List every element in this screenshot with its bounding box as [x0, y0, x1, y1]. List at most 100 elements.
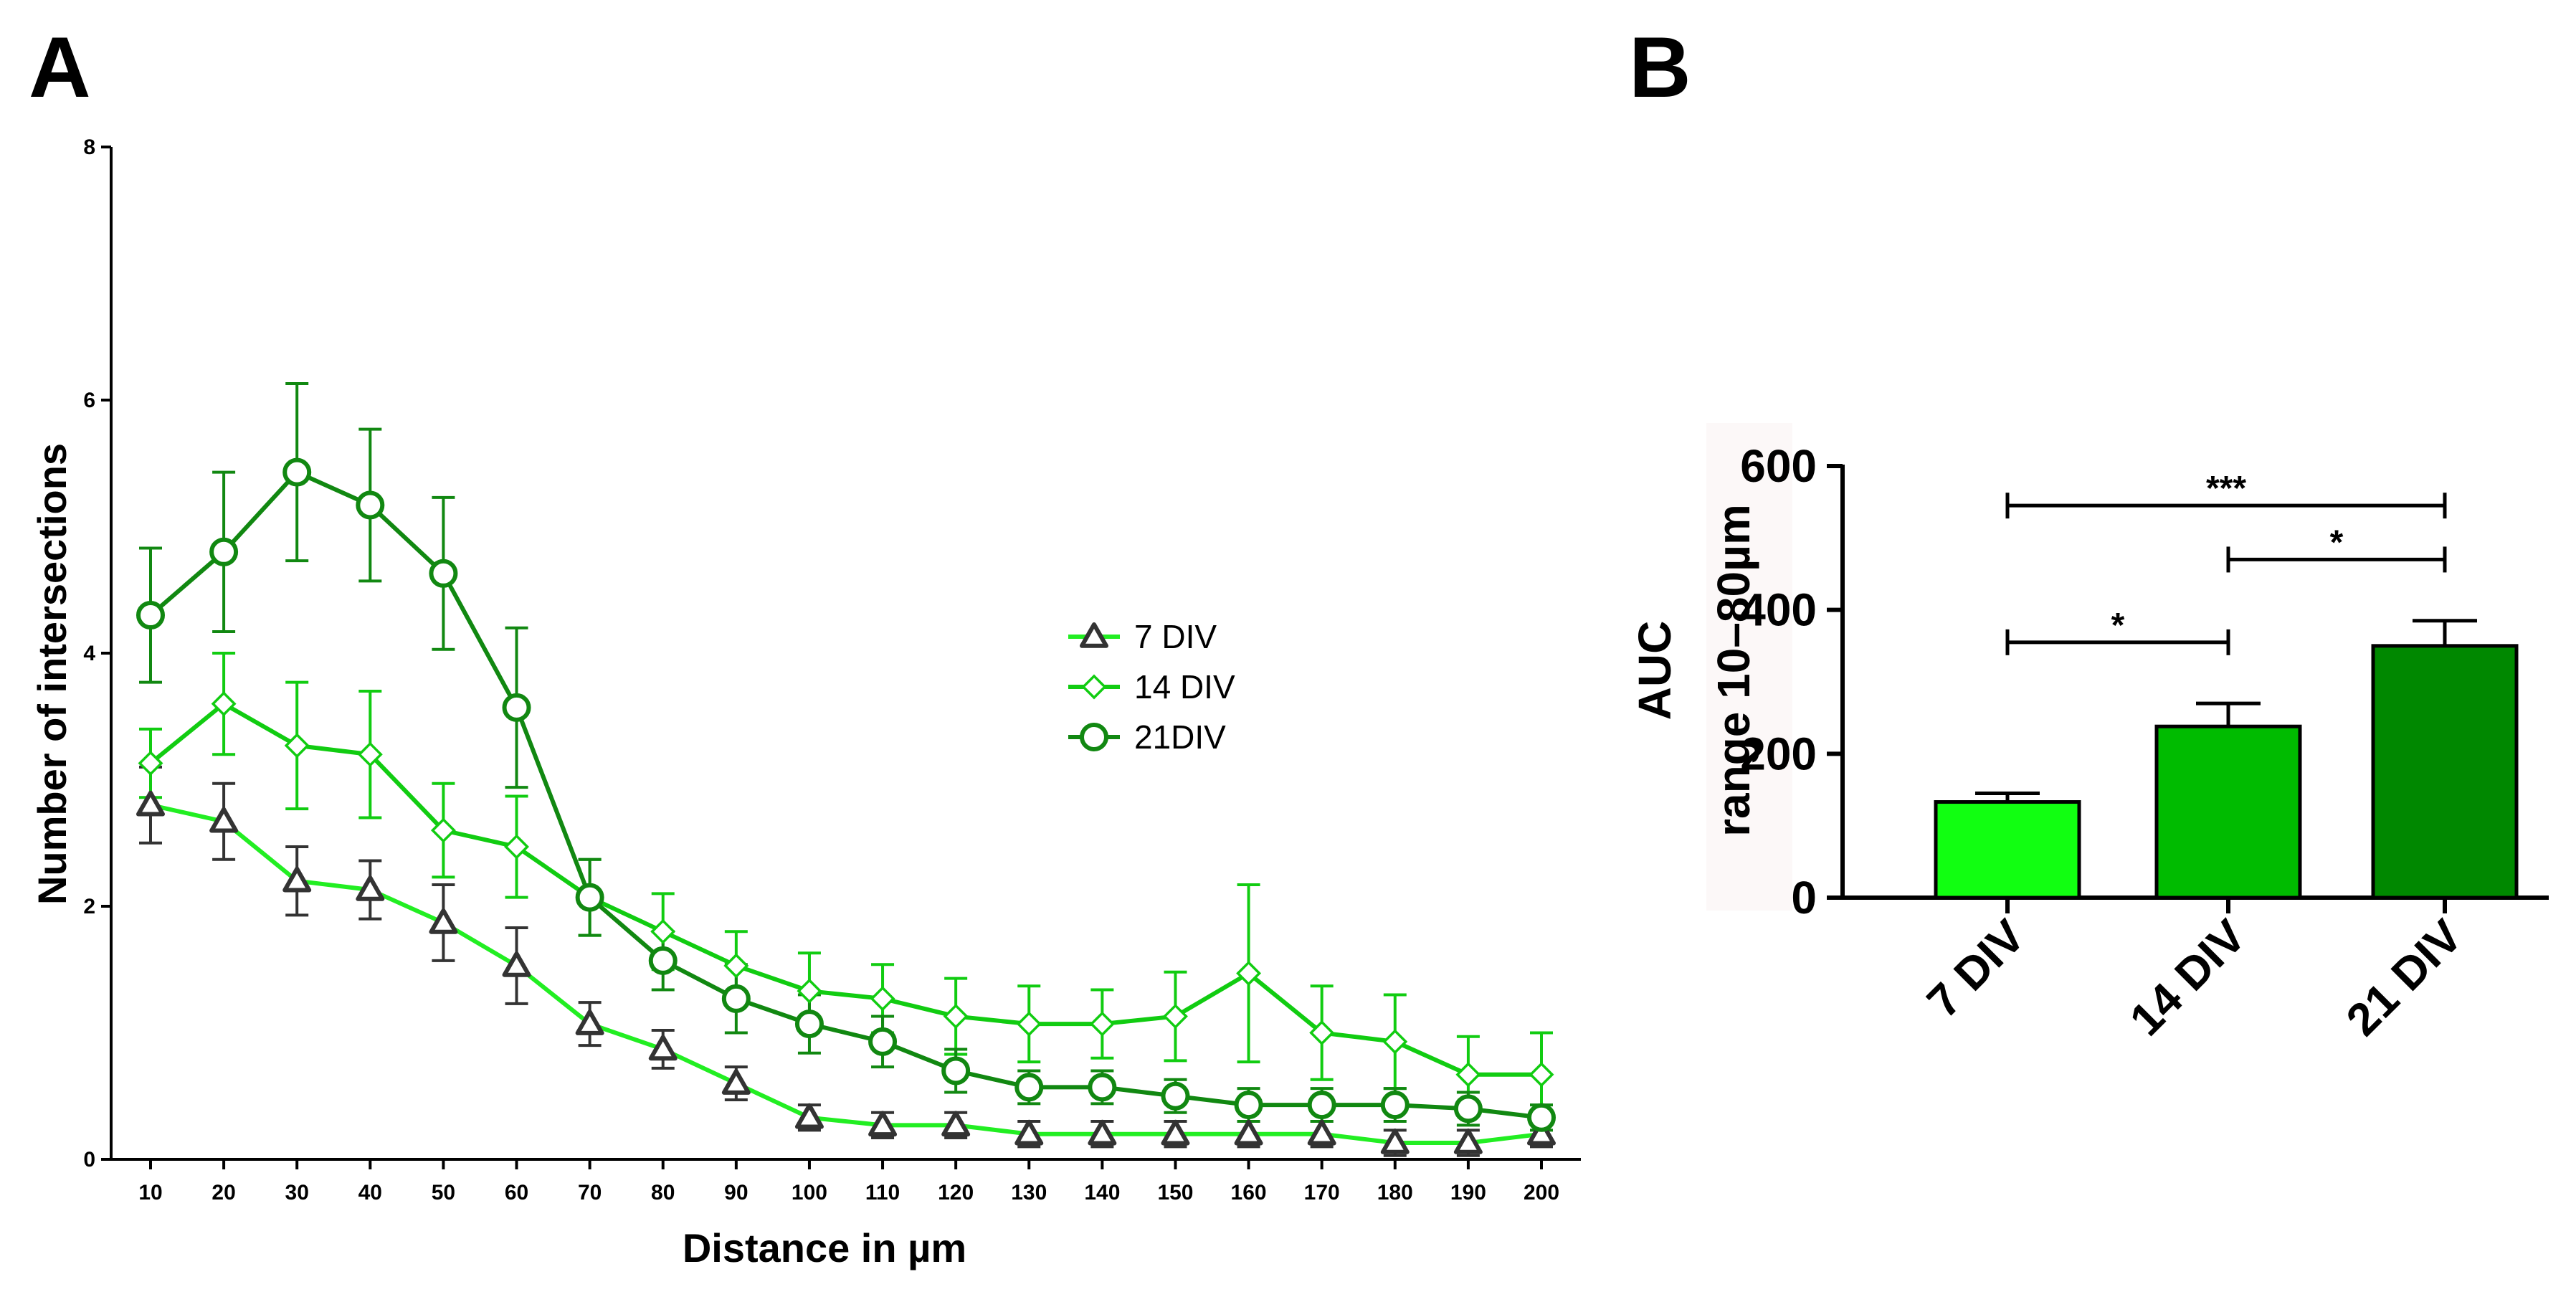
panel-a-y-tick-label: 0 [83, 1148, 95, 1172]
data-point-circle [1014, 1073, 1044, 1102]
panel-b-bars: 7 DIV 14 DIV 21 DIV [1917, 619, 2519, 1045]
data-point-circle [1527, 1103, 1556, 1132]
data-point-triangle [1380, 1129, 1410, 1154]
panel-b-y-axis-title-range: range 10–80µm [1708, 504, 1759, 837]
data-point-triangle [648, 1035, 678, 1061]
panel-a-x-tick-label: 180 [1377, 1181, 1413, 1205]
data-point-diamond [357, 741, 383, 767]
data-point-triangle [721, 1069, 751, 1095]
panel-b-x-tick-label: 7 DIV [1917, 910, 2035, 1027]
data-point-circle [721, 984, 751, 1013]
panel-a-x-tick-label: 170 [1304, 1181, 1340, 1205]
data-point-diamond [1236, 961, 1262, 987]
data-point-circle [1453, 1094, 1483, 1123]
data-point-triangle [941, 1111, 971, 1137]
sig-label: * [2330, 523, 2344, 561]
panel-a-error-bars [139, 382, 1553, 1157]
legend-marker-triangle [1080, 622, 1108, 648]
panel-b-y-tick-label: 0 [1791, 872, 1817, 923]
panel-a-x-tick-label: 40 [358, 1181, 382, 1205]
panel-a-x-tick-label: 120 [938, 1181, 974, 1205]
data-point-triangle [356, 875, 385, 901]
data-point-circle [136, 601, 165, 630]
panel-a-x-tick-label: 160 [1231, 1181, 1267, 1205]
data-point-circle [794, 1009, 824, 1039]
sig-label: * [2111, 607, 2125, 645]
data-point-diamond [284, 733, 310, 759]
data-point-circle [502, 693, 531, 722]
panel-a-x-tick-label: 30 [285, 1181, 309, 1205]
data-point-circle [209, 537, 239, 566]
data-point-diamond [870, 986, 895, 1012]
data-point-circle [1088, 1073, 1117, 1102]
panel-a-x-tick-label: 80 [651, 1181, 675, 1205]
panel-b-y-axis-title: AUC [1629, 621, 1681, 721]
data-point-diamond [1455, 1062, 1481, 1088]
data-point-triangle [1527, 1119, 1556, 1146]
data-point-circle [941, 1056, 971, 1085]
panel-a-x-tick-label: 20 [212, 1181, 235, 1205]
panel-a-x-tick-label: 110 [865, 1181, 900, 1205]
panel-a-legend: 7 DIV 14 DIV 21DIV [1068, 618, 1235, 756]
data-point-circle [648, 946, 678, 975]
legend-marker-diamond [1081, 674, 1107, 700]
data-point-circle [1161, 1081, 1190, 1111]
data-point-triangle [1453, 1129, 1483, 1154]
data-point-diamond [1162, 1004, 1188, 1030]
panel-a-x-tick-label: 190 [1450, 1181, 1486, 1205]
panel-a-markers [136, 457, 1556, 1154]
series-line-2 [149, 470, 1542, 1120]
panel-b-y-title-backdrop [1706, 423, 1792, 911]
panel-b-y-tick-label: 200 [1740, 728, 1817, 779]
legend-label-1: 14 DIV [1134, 668, 1235, 705]
panel-a-x-tick-label: 90 [724, 1181, 748, 1205]
bar-2 [2371, 644, 2519, 900]
panel-b-x-tick-label: 14 DIV [2120, 910, 2256, 1045]
data-point-triangle [794, 1103, 824, 1129]
data-point-triangle [868, 1111, 898, 1137]
data-point-diamond [138, 751, 163, 776]
panel-a-axes: 0 2 4 6 8 10 20 30 40 50 60 70 80 90 100 110 120 130 140 15… [83, 136, 1581, 1205]
panel-b-y-tick-label: 400 [1740, 584, 1817, 636]
panel-a-y-tick-label: 4 [83, 642, 95, 665]
data-point-triangle [575, 1009, 604, 1035]
panel-a-y-tick-label: 6 [83, 389, 95, 412]
panel-b-significance: ***** [2005, 470, 2447, 655]
data-point-triangle [429, 908, 458, 934]
panel-a-y-tick-label: 8 [83, 136, 95, 159]
panel-a-y-axis-title: Number of intersections [29, 443, 75, 905]
data-point-circle [1380, 1091, 1410, 1120]
legend-marker-circle [1080, 723, 1108, 751]
data-point-diamond [1382, 1029, 1408, 1055]
panel-a-x-tick-label: 60 [505, 1181, 528, 1205]
data-point-diamond [1309, 1020, 1335, 1045]
panel-a-x-tick-label: 130 [1011, 1181, 1047, 1205]
panel-a-x-tick-label: 50 [432, 1181, 455, 1205]
sig-label: *** [2206, 470, 2246, 508]
panel-a-x-tick-label: 100 [792, 1181, 827, 1205]
panel-a-series-lines [149, 470, 1542, 1146]
data-point-diamond [797, 978, 822, 1004]
panel-a: A 0 2 4 6 8 10 20 30 40 50 60 70 80 90 100 110 120 130 140… [29, 19, 1581, 1270]
data-point-triangle [1161, 1119, 1190, 1146]
bar-1 [2154, 724, 2302, 900]
data-point-circle [282, 457, 312, 487]
data-point-triangle [502, 951, 531, 977]
panel-a-x-tick-label: 150 [1157, 1181, 1193, 1205]
panel-a-label: A [29, 19, 91, 115]
panel-b-y-tick-label: 600 [1740, 440, 1817, 492]
data-point-circle [1307, 1091, 1336, 1120]
bar-0 [1934, 800, 2081, 900]
data-point-circle [868, 1027, 898, 1056]
panel-b: B AUC range 10–80µm 0 200 400 600 7 DIV 14 D… [1629, 19, 2549, 1045]
data-point-circle [1234, 1091, 1263, 1120]
data-point-triangle [1088, 1119, 1117, 1146]
data-point-diamond [430, 817, 456, 843]
data-point-triangle [1014, 1119, 1044, 1146]
data-point-triangle [209, 807, 239, 833]
data-point-circle [356, 490, 385, 520]
panel-b-x-tick-label: 21 DIV [2337, 910, 2472, 1045]
series-line-1 [149, 701, 1541, 1077]
data-point-diamond [1089, 1011, 1115, 1037]
